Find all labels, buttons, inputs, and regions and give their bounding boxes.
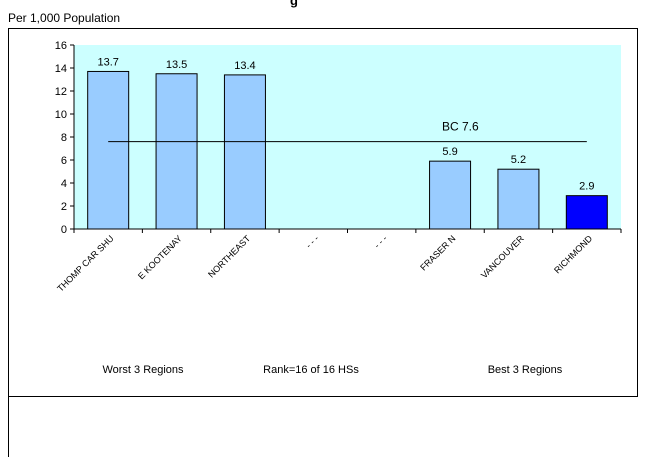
- reference-line-label: BC 7.6: [442, 120, 479, 134]
- bar-value-label: 5.9: [442, 146, 457, 158]
- footer-label-best: Best 3 Regions: [488, 364, 563, 376]
- y-tick-label: 10: [55, 109, 67, 121]
- footer-label-worst: Worst 3 Regions: [102, 364, 184, 376]
- bar: [497, 168, 540, 230]
- chart-title-fragment: g: [290, 0, 298, 8]
- bar: [87, 70, 130, 230]
- bar: [429, 160, 472, 230]
- y-tick-label: 6: [61, 155, 67, 167]
- y-tick-label: 12: [55, 86, 67, 98]
- bar-value-label: 13.5: [166, 59, 187, 71]
- footer-labels: Worst 3 Regions Rank=16 of 16 HSs Best 3 R…: [102, 364, 562, 376]
- y-tick-label: 2: [61, 201, 67, 213]
- y-tick-label: 14: [55, 63, 67, 75]
- y-axis: 0 2 4 6 8 10 12 14 16: [55, 40, 75, 236]
- bar-value-label: 5.2: [511, 154, 526, 166]
- reference-line-group: BC 7.6: [108, 120, 587, 143]
- footer-label-rank: Rank=16 of 16 HSs: [263, 364, 359, 376]
- bar-value-label: 13.4: [234, 60, 255, 72]
- y-tick-label: 4: [61, 178, 67, 190]
- bar-value-label: 2.9: [579, 181, 594, 193]
- bar-value-label: 13.7: [97, 56, 118, 68]
- bar: [223, 74, 266, 230]
- y-tick-label: 8: [61, 132, 67, 144]
- bar: [155, 73, 198, 230]
- unit-label: Per 1,000 Population: [8, 11, 121, 25]
- y-tick-label: 0: [61, 224, 67, 236]
- bar: [565, 195, 608, 230]
- bars-group: 13.7 13.5 13.4 5.9 5.2 2.9: [87, 56, 608, 230]
- y-tick-label: 16: [55, 40, 67, 52]
